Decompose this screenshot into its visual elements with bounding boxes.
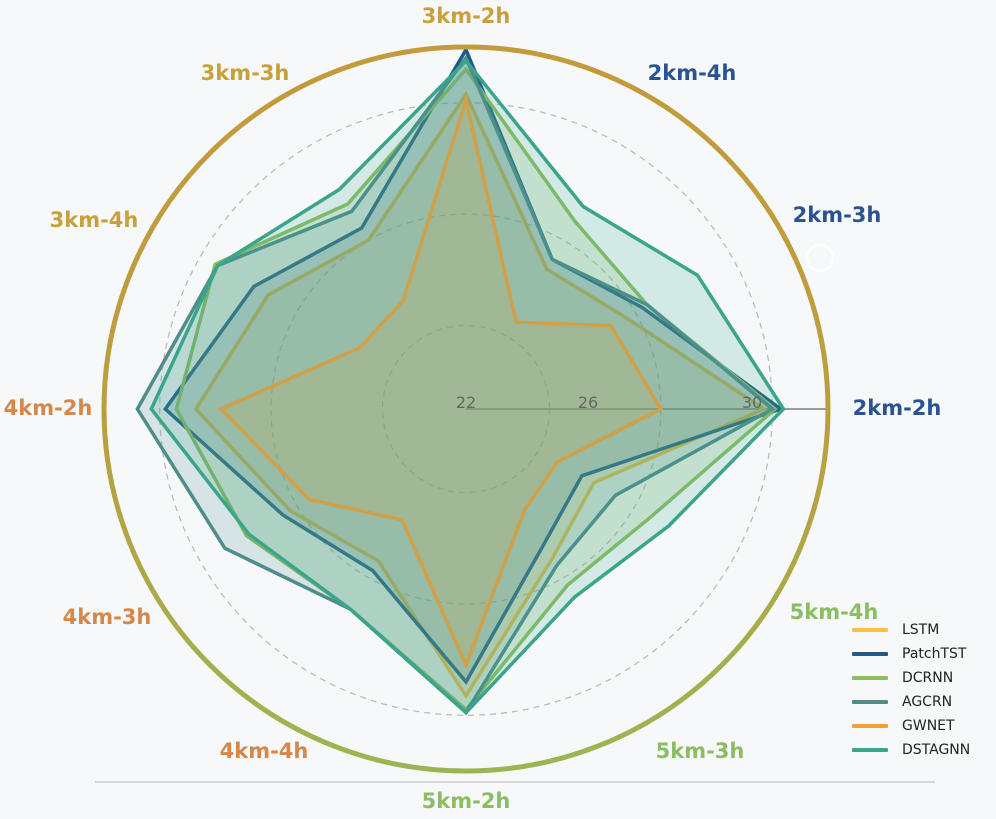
legend-item-gwnet: GWNET [852,714,992,738]
series-lstm [193,90,768,700]
legend-swatch-dcrnn [852,676,888,680]
series-agcrn [135,54,776,716]
legend-swatch-dstagnn [852,748,888,752]
tick-label-22: 22 [456,393,476,412]
legend-swatch-gwnet [852,724,888,728]
highlight-marker [806,244,834,272]
legend-swatch-patchtst [852,652,888,656]
legend-item-dcrnn: DCRNN [852,666,992,690]
legend-label-gwnet: GWNET [902,718,955,734]
tick-label-30: 30 [742,393,762,412]
axis-label-5km-4h: 5km-4h [790,600,879,624]
legend: LSTM PatchTST DCRNN AGCRN GWNET DSTAGNN [852,618,992,762]
legend-label-agcrn: AGCRN [902,694,953,710]
legend-label-dstagnn: DSTAGNN [902,742,971,758]
axis-labels: 22 26 30 2km-2h 2km-3h 2km-4h 3km-2h 3km-3h 3km-… [4,4,942,813]
axis-label-3km-3h: 3km-3h [201,61,290,85]
axis-label-5km-3h: 5km-3h [656,739,745,763]
series-layer [135,45,786,716]
legend-swatch-lstm [852,628,888,632]
tick-label-26: 26 [578,393,598,412]
axis-label-4km-4h: 4km-4h [220,739,309,763]
legend-item-lstm: LSTM [852,618,992,642]
legend-label-dcrnn: DCRNN [902,670,954,686]
legend-item-patchtst: PatchTST [852,642,992,666]
axis-label-4km-3h: 4km-3h [63,605,152,629]
outer-ring [101,44,831,774]
legend-item-dstagnn: DSTAGNN [852,738,992,762]
radar-frame [95,44,935,783]
series-gwnet [217,93,664,670]
legend-swatch-agcrn [852,700,888,704]
axis-label-3km-4h: 3km-4h [50,208,139,232]
axis-label-3km-2h: 3km-2h [422,4,511,28]
legend-label-patchtst: PatchTST [902,646,967,662]
axis-label-5km-2h: 5km-2h [422,789,511,813]
legend-item-agcrn: AGCRN [852,690,992,714]
axis-label-2km-2h: 2km-2h [853,396,942,420]
axis-label-2km-3h: 2km-3h [793,203,882,227]
axis-label-2km-4h: 2km-4h [648,61,737,85]
axis-label-4km-2h: 4km-2h [4,396,93,420]
legend-label-lstm: LSTM [902,622,940,638]
series-dstagnn [149,58,786,715]
series-dcrnn [174,66,778,713]
